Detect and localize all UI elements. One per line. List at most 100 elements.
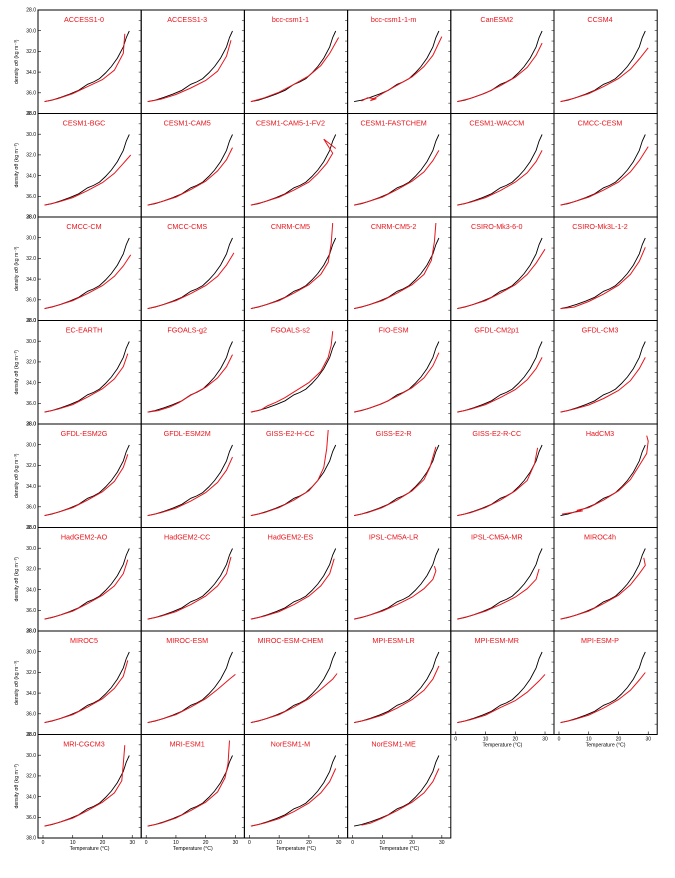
panel-frame <box>553 9 658 114</box>
model-line <box>560 47 649 103</box>
y-tick-label: 38.0 <box>26 422 36 428</box>
observed-line <box>44 444 130 517</box>
model-line <box>147 147 233 206</box>
y-tick-label: 32.0 <box>26 567 36 573</box>
y-tick-label: 34.0 <box>26 173 36 179</box>
y-tick-label: 30.0 <box>26 753 36 759</box>
panel: HadGEM2-ES <box>243 527 349 632</box>
panel: CNRM-CM5-2 <box>347 216 452 321</box>
model-line <box>250 768 337 827</box>
panel: GFDL-ESM2M <box>140 423 245 528</box>
panel: 0 10 20 30 Temperature (°C) NorESM1-ME <box>347 734 452 852</box>
observed-line <box>560 651 646 724</box>
model-line <box>353 150 440 206</box>
panel: 38.0 36.0 34.0 32.0 30.0 28.0 density σθ (kg m… <box>14 111 142 221</box>
model-line <box>457 447 539 517</box>
model-line <box>44 559 129 620</box>
x-tick-label: 10 <box>483 737 489 743</box>
panel-title: CESM1-CAM5-1-FV2 <box>256 119 325 128</box>
x-tick-label: 30 <box>439 840 445 846</box>
model-line <box>44 254 132 310</box>
model-line <box>147 740 230 827</box>
panel-title: MIROC5 <box>70 636 98 645</box>
y-tick-label: 34.0 <box>26 691 36 697</box>
x-tick-label: 0 <box>42 840 45 846</box>
observed-line <box>147 548 233 620</box>
model-line <box>560 557 646 620</box>
panel-frame <box>347 423 452 528</box>
x-tick-label: 20 <box>616 737 622 743</box>
y-tick-label: 32.0 <box>26 463 36 469</box>
observed-line <box>44 134 130 206</box>
panel-title: HadGEM2-AO <box>61 533 108 542</box>
panel: CESM1-FASTCHEM <box>347 113 452 218</box>
observed-line <box>147 755 233 827</box>
y-tick-label: 32.0 <box>26 670 36 676</box>
observed-line <box>354 341 440 413</box>
panel-frame <box>450 527 555 632</box>
panel-title: CESM1-BGC <box>63 119 106 128</box>
panel: CNRM-CM5 <box>243 216 349 321</box>
y-tick-label: 36.0 <box>26 91 36 97</box>
model-line <box>457 248 546 310</box>
y-axis-label: density σθ (kg m⁻³) <box>14 764 20 809</box>
y-tick-label: 28.0 <box>26 111 36 117</box>
y-tick-label: 34.0 <box>26 484 36 490</box>
panel-title: FIO-ESM <box>379 326 409 335</box>
panel: IPSL-CM5A-LR <box>347 527 452 632</box>
y-tick-label: 34.0 <box>26 70 36 76</box>
y-tick-label: 30.0 <box>26 28 36 34</box>
observed-line <box>354 651 440 724</box>
panel-title: NorESM1-M <box>271 740 311 749</box>
panel: GISS-E2-H-CC <box>243 423 349 528</box>
y-tick-label: 36.0 <box>26 194 36 200</box>
panel-title: MPI-ESM-MR <box>475 636 519 645</box>
panel-frame <box>140 113 245 218</box>
model-line <box>250 331 334 413</box>
y-axis-label: density σθ (kg m⁻³) <box>14 557 20 602</box>
observed-line <box>560 444 646 517</box>
model-line <box>147 40 232 103</box>
panel-title: NorESM1-ME <box>371 740 416 749</box>
panel: FGOALS-g2 <box>140 320 245 425</box>
observed-line <box>560 548 646 620</box>
panel-title: GFDL-CM3 <box>582 326 619 335</box>
observed-line <box>457 548 543 620</box>
model-line <box>457 568 540 620</box>
x-tick-label: 0 <box>248 840 251 846</box>
panel: GFDL-CM3 <box>553 320 658 425</box>
y-tick-label: 28.0 <box>26 525 36 531</box>
y-tick-label: 32.0 <box>26 360 36 366</box>
panel-title: MPI-ESM-LR <box>372 636 414 645</box>
panel-frame <box>450 216 555 321</box>
panel-frame <box>37 320 142 425</box>
panel-title: GFDL-ESM2M <box>164 429 211 438</box>
panel-frame <box>450 9 555 114</box>
observed-line <box>44 548 130 620</box>
panel-frame <box>553 216 658 321</box>
x-tick-label: 0 <box>351 840 354 846</box>
x-tick-label: 0 <box>454 737 457 743</box>
model-line <box>44 33 126 103</box>
x-axis-label: Temperature (°C) <box>586 743 626 749</box>
model-line <box>457 357 543 413</box>
panel-frame <box>553 423 658 528</box>
model-line <box>250 558 335 620</box>
panel-frame <box>243 630 349 735</box>
panel: CESM1-CAM5-1-FV2 <box>243 113 349 218</box>
panel: 38.0 36.0 34.0 32.0 30.0 28.0 density σθ (kg m… <box>14 525 142 635</box>
model-line <box>250 222 334 310</box>
panel-frame <box>347 630 452 735</box>
panel-title: HadGEM2-ES <box>268 533 314 542</box>
observed-line <box>354 30 440 103</box>
panel-title: MRI-CGCM3 <box>63 740 105 749</box>
observed-line <box>457 444 543 517</box>
panel-title: CESM1-FASTCHEM <box>360 119 426 128</box>
panel-title: CESM1-WACCM <box>469 119 524 128</box>
panel-title: bcc-csm1-1 <box>272 15 309 24</box>
model-line <box>353 352 440 413</box>
panel: MIROC-ESM <box>140 630 245 735</box>
panel-frame <box>347 113 452 218</box>
y-axis-label: density σθ (kg m⁻³) <box>14 453 20 498</box>
panel: CMCC-CESM <box>553 113 658 218</box>
